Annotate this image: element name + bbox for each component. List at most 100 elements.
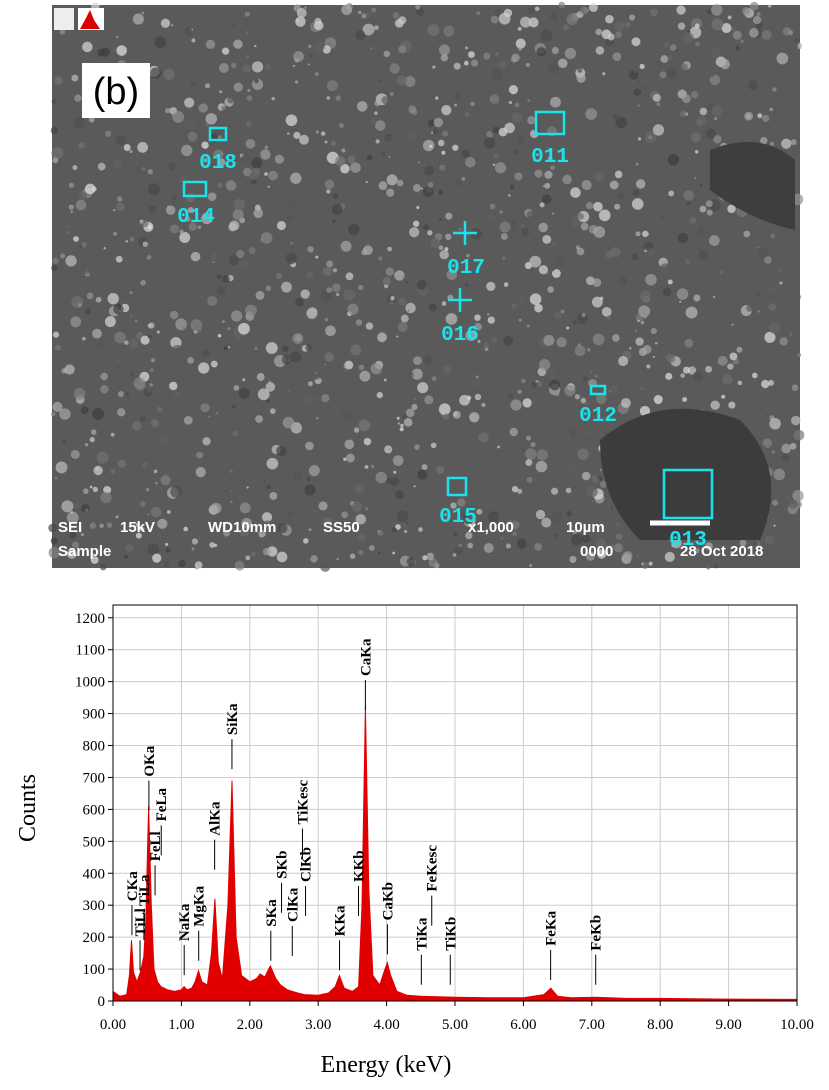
grain <box>582 534 591 544</box>
grain <box>389 92 394 96</box>
peak-label: OKa <box>142 745 158 776</box>
grain <box>581 180 592 191</box>
grain <box>502 256 506 260</box>
grain <box>82 41 93 53</box>
grain <box>365 180 368 184</box>
grain <box>172 110 185 123</box>
grain <box>509 427 518 437</box>
grain <box>409 227 420 238</box>
grain <box>487 214 496 223</box>
grain <box>762 114 770 123</box>
grain <box>577 212 584 220</box>
grain <box>461 149 470 158</box>
y-tick-label: 100 <box>83 962 106 978</box>
grain <box>657 558 663 564</box>
grain <box>187 207 194 213</box>
grain <box>390 295 395 301</box>
grain <box>500 537 503 540</box>
grain <box>711 4 723 16</box>
grain <box>707 9 713 15</box>
grain <box>227 326 231 331</box>
grain <box>217 333 222 338</box>
grain <box>125 239 129 243</box>
grain <box>403 417 413 427</box>
grain <box>146 255 152 260</box>
grain <box>154 36 167 49</box>
grain <box>517 488 523 494</box>
grain <box>757 246 760 249</box>
grain <box>683 366 690 374</box>
grain <box>333 283 341 291</box>
grain <box>594 374 599 378</box>
grain <box>454 179 462 187</box>
grain <box>481 402 486 408</box>
grain <box>628 14 636 21</box>
grain <box>771 450 776 454</box>
grain <box>503 335 514 346</box>
grain <box>110 432 115 437</box>
grain <box>178 559 186 568</box>
grain <box>445 233 452 241</box>
grain <box>779 337 788 346</box>
grain <box>490 15 499 24</box>
grain <box>288 200 298 210</box>
grain <box>82 336 86 341</box>
grain <box>326 287 333 293</box>
grain <box>764 535 775 545</box>
grain <box>646 247 656 257</box>
grain <box>522 398 532 408</box>
panel-box <box>82 63 150 118</box>
grain <box>246 95 253 102</box>
grain <box>81 260 87 266</box>
grain <box>100 491 112 504</box>
grain <box>68 182 75 188</box>
grain <box>534 6 540 12</box>
grain <box>550 487 559 495</box>
grain <box>378 181 388 191</box>
grain <box>797 42 802 48</box>
grain <box>169 310 179 320</box>
info: 15kV <box>120 519 155 536</box>
grain <box>165 107 171 114</box>
grain <box>104 316 116 328</box>
grain <box>411 368 423 380</box>
grain <box>574 206 577 210</box>
grain <box>681 151 684 154</box>
grain <box>196 451 204 459</box>
grain <box>165 547 171 553</box>
grain <box>635 179 646 189</box>
grain <box>141 11 145 15</box>
grain <box>666 353 676 364</box>
grain <box>641 86 644 89</box>
grain <box>100 372 108 381</box>
grain <box>569 555 577 564</box>
grain <box>659 71 667 79</box>
grain <box>74 94 82 102</box>
grain <box>585 408 594 417</box>
info: SS50 <box>323 519 360 536</box>
grain <box>443 25 455 37</box>
grain <box>580 397 587 404</box>
grain <box>500 233 508 241</box>
grain <box>277 523 288 534</box>
grain <box>645 274 657 286</box>
peak-label: TiKb <box>443 917 459 951</box>
grain <box>466 395 472 401</box>
grain <box>183 526 189 532</box>
grain <box>245 138 256 149</box>
grain <box>96 233 103 240</box>
grain <box>596 393 607 405</box>
grain <box>225 414 231 420</box>
grain <box>251 551 256 557</box>
grain <box>366 154 373 161</box>
grain <box>757 324 762 329</box>
grain <box>399 427 404 432</box>
peak-label: SiKa <box>225 703 241 735</box>
grain <box>89 437 95 443</box>
grain <box>416 280 427 290</box>
grain <box>407 309 410 313</box>
grain <box>114 331 126 344</box>
grain <box>458 227 463 232</box>
grain <box>181 327 185 331</box>
grain <box>203 157 208 163</box>
